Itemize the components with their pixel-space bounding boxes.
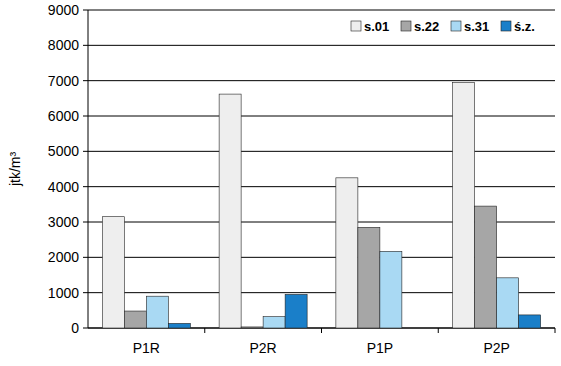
category-tick [204, 328, 205, 333]
tick-mark [83, 80, 88, 81]
category-label: P1R [133, 340, 160, 356]
category-label: P2P [483, 340, 509, 356]
tick-label: 2000 [48, 249, 79, 265]
chart: 0 1000 2000 3000 4000 5000 6000 7000 8000 9000 jtk… [0, 0, 561, 366]
legend-swatch [401, 21, 411, 31]
bar [336, 178, 358, 328]
bar [358, 227, 380, 328]
tick-label: 0 [71, 320, 79, 336]
tick-label: 7000 [48, 73, 79, 89]
category-tick [321, 328, 322, 333]
grid-line [88, 116, 555, 117]
tick-mark [83, 257, 88, 258]
grid-line [88, 151, 555, 152]
bar [402, 328, 424, 329]
bar [497, 278, 519, 328]
bar [285, 294, 307, 328]
legend-label: s.01 [364, 19, 389, 34]
legend-label: s.22 [414, 19, 439, 34]
tick-mark [83, 45, 88, 46]
bar [241, 327, 263, 328]
bars [102, 82, 540, 328]
bar [102, 217, 124, 328]
bar [263, 317, 285, 328]
legend: s.01 s.22 s.31 ś.z. [347, 16, 553, 36]
bar [168, 323, 190, 328]
legend-bg [347, 16, 553, 36]
tick-label: 9000 [48, 2, 79, 18]
tick-mark [83, 151, 88, 152]
tick-mark [83, 10, 88, 11]
tick-label: 8000 [48, 37, 79, 53]
y-axis [88, 10, 89, 328]
category-label: P2R [250, 340, 277, 356]
tick-label: 1000 [48, 285, 79, 301]
grid-line [88, 45, 555, 46]
bar [453, 82, 475, 328]
grid-line [88, 10, 555, 11]
tick-label: 3000 [48, 214, 79, 230]
grid-line [88, 80, 555, 81]
tick-mark [83, 328, 88, 329]
tick-mark [83, 116, 88, 117]
category-label: P1P [367, 340, 393, 356]
bar [475, 206, 497, 328]
tick-label: 6000 [48, 108, 79, 124]
tick-label: 4000 [48, 179, 79, 195]
bar [380, 251, 402, 328]
grid-line [88, 186, 555, 187]
tick-label: 5000 [48, 143, 79, 159]
legend-swatch [351, 21, 361, 31]
bar [219, 94, 241, 328]
bar [146, 296, 168, 328]
category-tick [555, 328, 556, 333]
bar [519, 315, 541, 328]
tick-mark [83, 292, 88, 293]
y-axis-label: jtk/m³ [7, 152, 23, 188]
legend-label: s.31 [464, 19, 489, 34]
tick-mark [83, 186, 88, 187]
category-tick [438, 328, 439, 333]
tick-mark [83, 222, 88, 223]
bar [124, 311, 146, 328]
legend-swatch [501, 21, 511, 31]
legend-swatch [451, 21, 461, 31]
legend-label: ś.z. [514, 19, 535, 34]
